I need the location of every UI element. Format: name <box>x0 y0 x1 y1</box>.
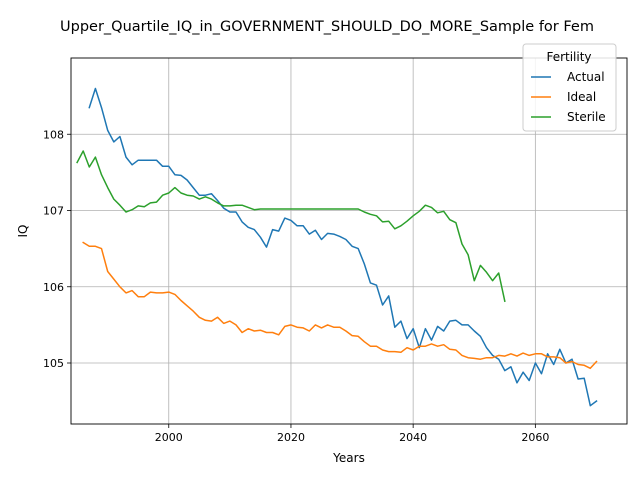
x-tick-label: 2040 <box>399 431 427 444</box>
y-axis-label: IQ <box>16 225 30 238</box>
legend-label-ideal: Ideal <box>567 90 596 104</box>
y-tick-label: 108 <box>43 128 64 141</box>
x-tick-label: 2000 <box>155 431 183 444</box>
legend-entries: Actual Ideal Sterile <box>531 70 606 124</box>
x-tick-label: 2020 <box>277 431 305 444</box>
x-axis-label: Years <box>332 451 365 465</box>
y-tick-label: 105 <box>43 357 64 370</box>
x-axis-ticks: 2000 2020 2040 2060 <box>155 424 549 444</box>
plot-frame <box>70 57 628 425</box>
series-line-actual <box>88 87 598 407</box>
series-line-sterile <box>76 150 506 303</box>
series-line-ideal <box>82 241 598 370</box>
x-tick-label: 2060 <box>521 431 549 444</box>
series-lines <box>76 87 598 407</box>
y-tick-label: 106 <box>43 281 64 294</box>
y-axis-ticks: 105 106 107 108 <box>43 128 71 370</box>
y-tick-label: 107 <box>43 205 64 218</box>
legend: Fertility Actual Ideal Sterile <box>522 43 617 132</box>
chart-title: Upper_Quartile_IQ_in_GOVERNMENT_SHOULD_D… <box>60 19 594 35</box>
legend-label-actual: Actual <box>567 70 605 84</box>
legend-label-sterile: Sterile <box>567 110 606 124</box>
legend-title: Fertility <box>546 50 591 64</box>
legend-box <box>522 43 617 132</box>
